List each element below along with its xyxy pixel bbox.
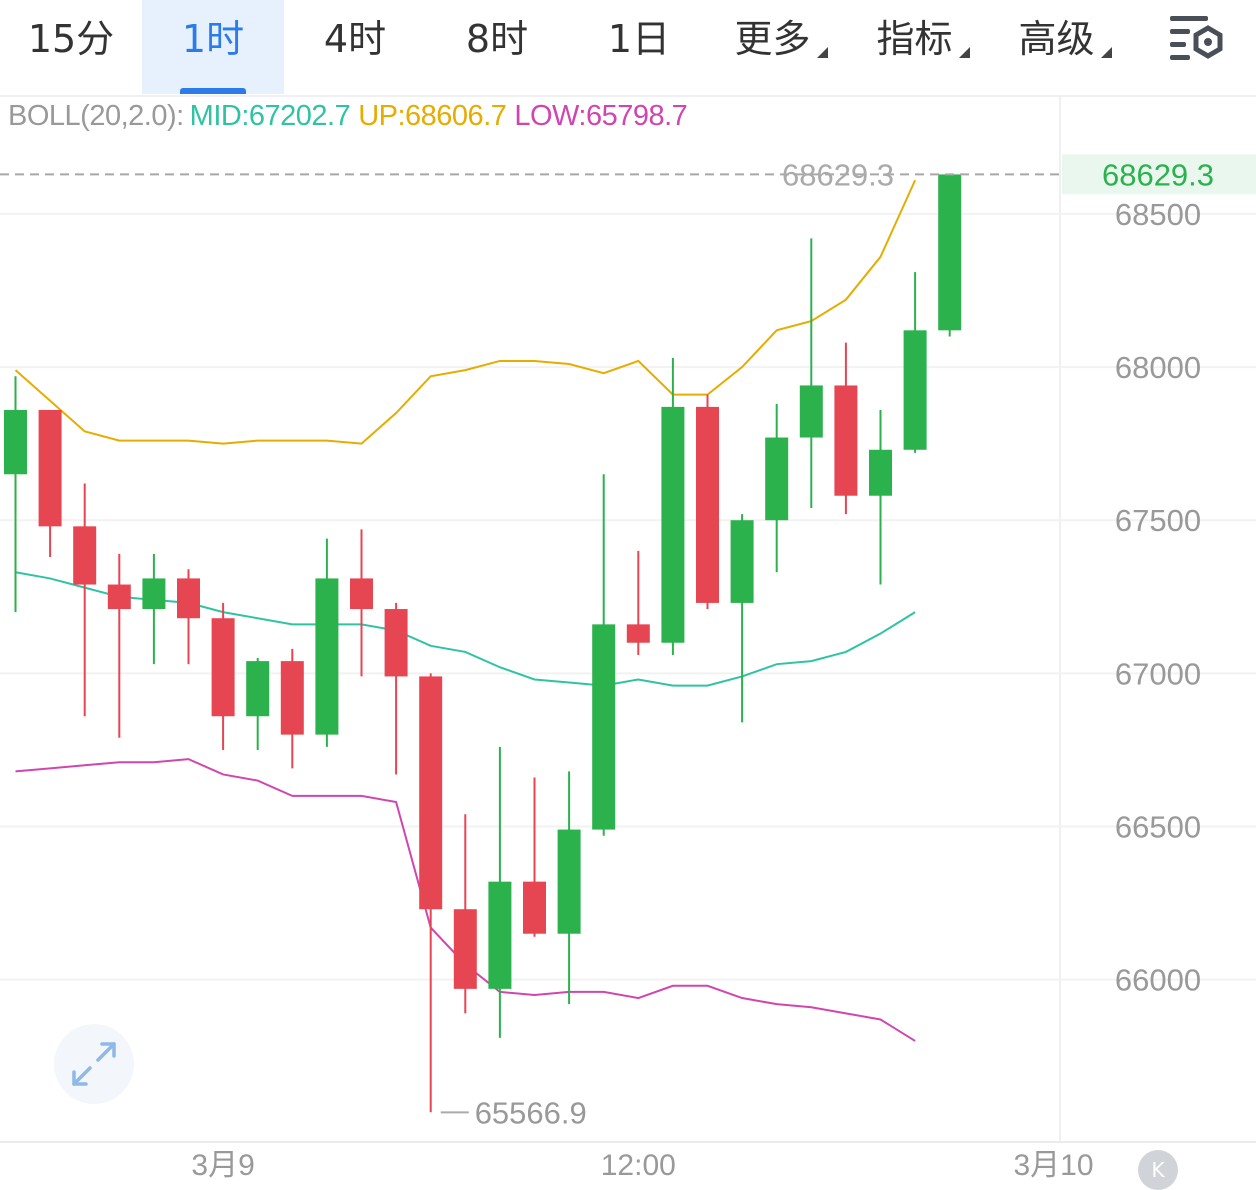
last-price-chart-label: 68629.3	[782, 157, 894, 192]
expand-arrows-icon	[72, 1042, 116, 1086]
last-price-tag: 68629.3	[1102, 157, 1214, 192]
candle-body	[280, 661, 304, 735]
candle-body	[315, 578, 339, 735]
tab-4[interactable]: 1日	[568, 0, 710, 94]
candle-body	[73, 526, 97, 585]
tab-3[interactable]: 8时	[426, 0, 568, 94]
candle-body	[557, 829, 581, 934]
candle-body	[246, 661, 270, 717]
x-tick-label: 3月10	[1013, 1149, 1093, 1178]
boll-upper-line	[14, 179, 917, 445]
dropdown-caret-icon	[958, 47, 970, 58]
boll-mid-value: MID:67202.7	[189, 100, 351, 132]
chart-settings-icon	[1170, 16, 1223, 60]
candle-body	[592, 624, 616, 830]
candle-body	[799, 385, 823, 438]
last-price-tag-bg	[1062, 154, 1256, 195]
tab-1[interactable]: 1时	[142, 0, 284, 94]
tab-label: 指标	[876, 17, 953, 61]
candle-body	[696, 406, 719, 603]
candle-body	[903, 330, 927, 450]
candle-body	[211, 618, 235, 717]
candle-body	[142, 578, 166, 610]
y-tick-label: 67500	[1115, 503, 1201, 538]
tab-2[interactable]: 4时	[284, 0, 426, 94]
chart-settings-button[interactable]	[1166, 12, 1226, 66]
tab-5[interactable]: 更多	[710, 0, 852, 94]
candle-body	[419, 676, 443, 910]
y-tick-label: 68500	[1115, 197, 1201, 232]
tab-label: 更多	[734, 17, 811, 61]
candle-body	[177, 578, 200, 619]
boll-up-value: UP:68606.7	[358, 100, 507, 132]
tab-label: 4时	[323, 17, 387, 61]
candle-body	[765, 437, 789, 521]
tab-label: 高级	[1018, 17, 1095, 61]
candle-body	[38, 409, 62, 527]
dropdown-caret-icon	[816, 47, 828, 58]
candle-body	[488, 881, 512, 989]
active-tab-indicator	[180, 88, 246, 94]
boll-low-value: LOW:65798.7	[514, 100, 688, 132]
candle-body	[626, 624, 650, 643]
tab-0[interactable]: 15分	[0, 0, 142, 94]
tab-label: 1日	[607, 17, 671, 61]
y-tick-label: 68000	[1115, 350, 1201, 385]
candle-body	[350, 578, 373, 610]
candle-body	[661, 406, 685, 643]
x-tick-label: 12:00	[601, 1149, 676, 1178]
candle-body	[4, 409, 27, 475]
tab-7[interactable]: 高级	[994, 0, 1136, 94]
tab-label: 8时	[465, 17, 529, 61]
candle-body	[730, 520, 754, 603]
candle-body	[938, 174, 962, 331]
min-price-label: 65566.9	[475, 1095, 587, 1130]
y-tick-label: 66500	[1115, 810, 1201, 845]
candle-body	[107, 584, 131, 610]
tab-6[interactable]: 指标	[852, 0, 994, 94]
boll-label: BOLL(20,2.0):	[8, 100, 184, 132]
k-badge: K	[1138, 1150, 1178, 1190]
timeframe-tabs: 15分 1时 4时 8时 1日 更多 指标 高级	[0, 0, 1256, 94]
candle-body	[834, 385, 858, 496]
candle-body	[384, 609, 408, 677]
y-tick-label: 67000	[1115, 656, 1201, 691]
boll-mid-line	[15, 571, 916, 687]
candle-body	[869, 449, 892, 496]
tab-label: 15分	[27, 17, 115, 61]
boll-indicator-legend: BOLL(20,2.0): MID:67202.7 UP:68606.7 LOW:65…	[8, 100, 688, 133]
candle-body	[453, 909, 477, 989]
tab-label: 1时	[181, 17, 245, 61]
dropdown-caret-icon	[1100, 47, 1112, 58]
y-tick-label: 66000	[1115, 963, 1201, 998]
expand-button[interactable]	[54, 1024, 134, 1104]
candle-body	[523, 881, 546, 934]
x-tick-label: 3月9	[191, 1149, 254, 1178]
